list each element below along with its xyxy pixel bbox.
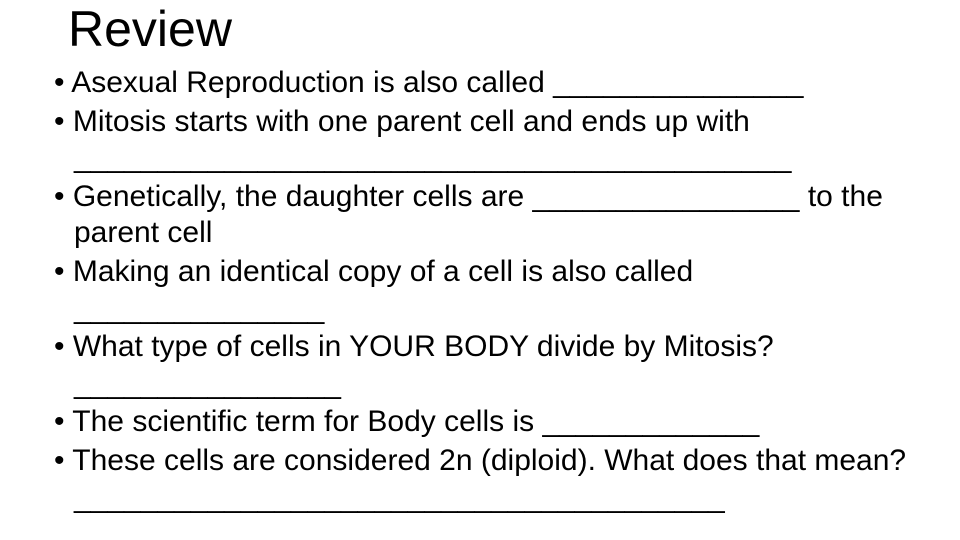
bullet-list: Asexual Reproduction is also called ____… [0, 65, 960, 516]
bullet-item: Mitosis starts with one parent cell and … [50, 104, 920, 177]
bullet-item: The scientific term for Body cells is __… [50, 404, 920, 441]
bullet-item: Genetically, the daughter cells are ____… [50, 179, 920, 252]
bullet-item: What type of cells in YOUR BODY divide b… [50, 329, 920, 402]
bullet-item: Asexual Reproduction is also called ____… [50, 65, 920, 102]
slide-title: Review [0, 0, 960, 59]
bullet-item: These cells are considered 2n (diploid).… [50, 443, 920, 516]
bullet-item: Making an identical copy of a cell is al… [50, 254, 920, 327]
slide: Review Asexual Reproduction is also call… [0, 0, 960, 540]
